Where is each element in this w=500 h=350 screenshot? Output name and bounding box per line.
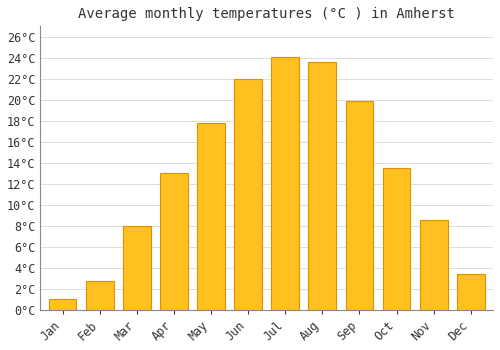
Bar xyxy=(234,79,262,310)
Bar xyxy=(197,123,225,310)
Bar xyxy=(420,220,448,310)
Bar xyxy=(382,168,410,310)
Bar xyxy=(457,274,484,310)
Bar xyxy=(160,173,188,310)
Bar xyxy=(123,226,150,310)
Bar xyxy=(272,57,299,310)
Bar xyxy=(346,101,374,310)
Title: Average monthly temperatures (°C ) in Amherst: Average monthly temperatures (°C ) in Am… xyxy=(78,7,455,21)
Bar xyxy=(308,62,336,310)
Bar xyxy=(86,281,114,310)
Bar xyxy=(48,299,76,310)
